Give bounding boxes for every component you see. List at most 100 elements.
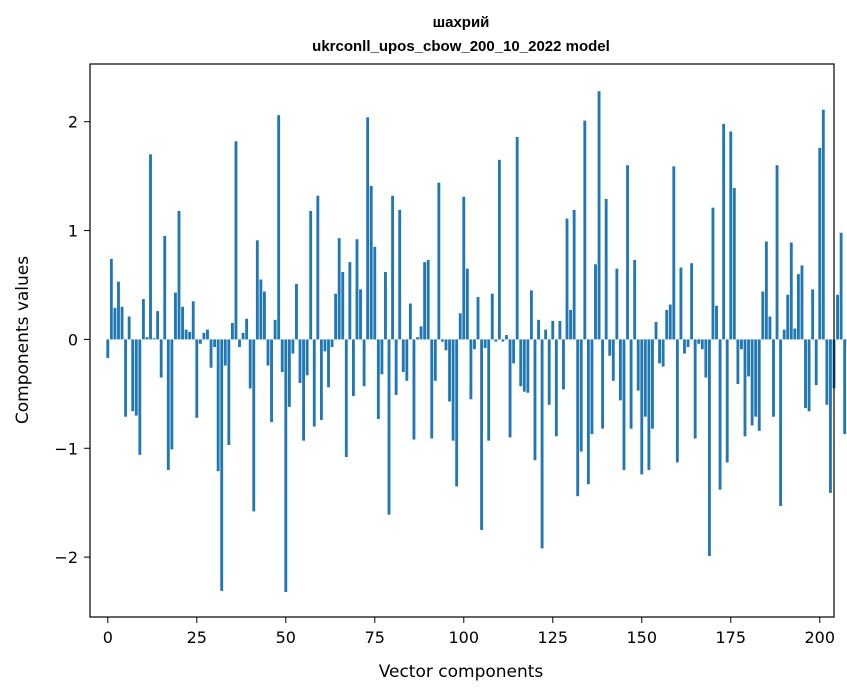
bar xyxy=(355,239,359,340)
bar xyxy=(697,339,701,344)
bar xyxy=(391,195,395,340)
bar xyxy=(263,291,266,340)
bar xyxy=(213,339,217,348)
bar xyxy=(740,339,743,350)
bar xyxy=(106,339,110,358)
bar xyxy=(376,339,380,419)
bar xyxy=(658,339,661,364)
bar xyxy=(647,339,651,471)
bar xyxy=(540,339,544,549)
bar xyxy=(839,232,843,340)
bar xyxy=(380,339,384,375)
bar xyxy=(590,339,594,435)
bar xyxy=(202,332,206,340)
bar xyxy=(718,339,722,490)
bar xyxy=(533,339,537,461)
bar xyxy=(248,339,252,389)
bar xyxy=(455,339,459,487)
bar xyxy=(252,339,256,512)
y-axis-label: Components values xyxy=(13,256,33,424)
bar xyxy=(319,339,323,420)
bar xyxy=(223,339,227,366)
bar xyxy=(120,306,124,340)
bar xyxy=(796,274,800,340)
bar xyxy=(579,339,583,452)
y-tick-label: 2 xyxy=(68,113,78,132)
bar xyxy=(668,304,672,340)
bar xyxy=(206,329,209,340)
bar xyxy=(295,283,298,340)
bar xyxy=(821,109,825,340)
bar xyxy=(626,165,629,340)
bar xyxy=(836,294,839,340)
bar xyxy=(401,339,405,373)
bar xyxy=(586,339,590,485)
bar xyxy=(163,236,167,340)
bar xyxy=(266,339,270,366)
bar xyxy=(441,339,444,342)
bar xyxy=(412,339,416,440)
bar xyxy=(124,339,128,417)
x-tick-label: 50 xyxy=(276,628,296,647)
bar xyxy=(117,281,120,340)
bar xyxy=(234,141,238,340)
bar xyxy=(398,209,402,340)
bar xyxy=(829,339,832,493)
x-tick-label: 0 xyxy=(103,628,113,647)
bar xyxy=(334,293,338,340)
x-axis-label: Vector components xyxy=(379,662,544,682)
bar xyxy=(711,207,715,340)
bar xyxy=(700,339,704,350)
bar xyxy=(352,339,355,397)
chart-title: шахрий xyxy=(433,14,490,31)
bar xyxy=(729,131,733,340)
y-axis-ticks: −2 −1 0 1 2 xyxy=(54,113,90,567)
bar xyxy=(327,339,330,388)
bar xyxy=(280,339,284,373)
bar xyxy=(473,339,476,350)
bar xyxy=(462,196,466,340)
bar xyxy=(323,339,327,352)
bar xyxy=(576,339,580,497)
bar xyxy=(387,339,391,515)
bar xyxy=(761,291,765,340)
bar xyxy=(725,339,729,463)
y-tick-label: −1 xyxy=(54,439,78,458)
bar xyxy=(643,339,647,417)
bar xyxy=(494,339,498,342)
bar xyxy=(298,339,302,383)
bar xyxy=(750,339,754,426)
bar xyxy=(501,339,505,342)
bar xyxy=(764,241,768,340)
bar xyxy=(747,339,750,377)
bar xyxy=(348,262,352,340)
bar xyxy=(814,339,818,386)
bar xyxy=(622,339,626,471)
bar xyxy=(166,339,170,471)
bar xyxy=(405,339,409,381)
bar xyxy=(775,165,779,340)
x-tick-label: 125 xyxy=(538,628,569,647)
bar xyxy=(704,339,708,378)
y-tick-label: 0 xyxy=(68,330,78,349)
bar xyxy=(651,339,654,429)
bar xyxy=(608,339,612,356)
bar xyxy=(779,339,783,506)
bar xyxy=(149,154,152,340)
bar xyxy=(174,292,177,340)
bar xyxy=(693,339,697,439)
bar xyxy=(636,339,640,391)
bar xyxy=(465,268,469,340)
bar xyxy=(384,271,387,340)
bar xyxy=(191,301,195,340)
bar xyxy=(220,339,224,591)
y-tick-label: 1 xyxy=(68,222,78,241)
bar xyxy=(565,218,569,340)
bar xyxy=(369,185,373,340)
bar xyxy=(572,209,576,340)
y-tick-label: −2 xyxy=(54,548,78,567)
bar xyxy=(618,339,622,401)
bar xyxy=(373,246,377,340)
bar xyxy=(825,339,829,405)
bar xyxy=(497,159,501,340)
